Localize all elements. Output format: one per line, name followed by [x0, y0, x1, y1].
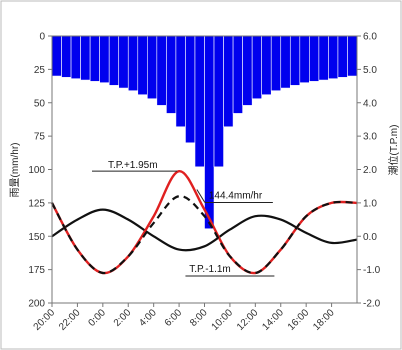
rainfall-bar	[347, 35, 358, 77]
rainfall-bar	[261, 35, 272, 96]
rainfall-bar	[89, 35, 100, 82]
left-tick-label: 175	[28, 265, 45, 276]
rainfall-bar	[137, 35, 148, 96]
rainfall-bar	[270, 35, 282, 92]
rainfall-bar	[328, 35, 339, 80]
left-tick-label: 200	[28, 299, 45, 310]
annotation-high-tide: T.P.+1.95m	[108, 160, 158, 171]
rainfall-bar	[280, 35, 291, 89]
annotations: T.P.+1.95m 144.4mm/hr T.P.-1.1m	[92, 160, 275, 277]
rainfall-bar	[175, 35, 186, 128]
left-tick-label: 100	[28, 165, 45, 176]
rainfall-bar	[156, 35, 167, 106]
right-tick-label: 5.0	[363, 65, 377, 76]
left-tick-label: 0	[39, 32, 45, 43]
rainfall-bar	[242, 35, 253, 106]
rainfall-bar	[51, 35, 62, 77]
rainfall-bar	[127, 35, 139, 92]
right-tick-label: 2.0	[363, 165, 377, 176]
rainfall-bar	[70, 35, 81, 80]
rainfall-bar	[108, 35, 120, 86]
left-tick-label: 125	[28, 198, 45, 209]
right-tick-label: 3.0	[363, 132, 377, 143]
right-axis-title: 潮位(T.P.m)	[387, 125, 400, 176]
rainfall-bar	[337, 35, 348, 78]
rainfall-bar	[299, 35, 310, 84]
right-tick-label: -1.0	[363, 265, 381, 276]
rainfall-bar	[309, 35, 320, 82]
rainfall-bar	[318, 35, 329, 81]
left-tick-label: 25	[34, 65, 46, 76]
rainfall-bar	[61, 35, 72, 78]
left-tick-label: 75	[34, 132, 46, 143]
rainfall-bar	[194, 35, 205, 168]
rainfall-bar	[289, 35, 301, 86]
rainfall-bar	[99, 35, 110, 84]
right-axis-ticks: 6.0 5.0 4.0 3.0 2.0 1.0 0.0 -1.0 -2.0	[357, 32, 381, 310]
annotation-low-tide: T.P.-1.1m	[189, 264, 231, 275]
rainfall-bar	[223, 35, 234, 128]
right-tick-label: 1.0	[363, 198, 377, 209]
tide-line-black	[51, 208, 358, 252]
tide-lines	[50, 170, 358, 275]
rainfall-bar	[185, 35, 196, 144]
right-tick-label: 4.0	[363, 98, 377, 109]
annotation-leader	[196, 189, 206, 203]
rainfall-bar	[118, 35, 129, 89]
left-tick-label: 50	[34, 98, 46, 109]
left-tick-label: 150	[28, 232, 45, 243]
right-tick-label: 0.0	[363, 232, 377, 243]
rainfall-bar	[251, 35, 262, 100]
annotation-peak-rainfall: 144.4mm/hr	[209, 191, 263, 202]
left-axis-ticks: 0 25 50 75 100 125 150 175 200	[28, 32, 52, 310]
right-tick-label: -2.0	[363, 299, 381, 310]
right-tick-label: 6.0	[363, 32, 377, 43]
rainfall-bar	[166, 35, 177, 114]
rainfall-bar	[147, 35, 158, 100]
left-axis-title: 雨量(mm/hr)	[9, 143, 21, 198]
rainfall-bars	[51, 35, 358, 230]
rainfall-bar	[80, 35, 91, 81]
rainfall-bar	[232, 35, 243, 114]
rainfall-bar	[213, 35, 224, 168]
tide-line-dashed	[51, 195, 358, 275]
